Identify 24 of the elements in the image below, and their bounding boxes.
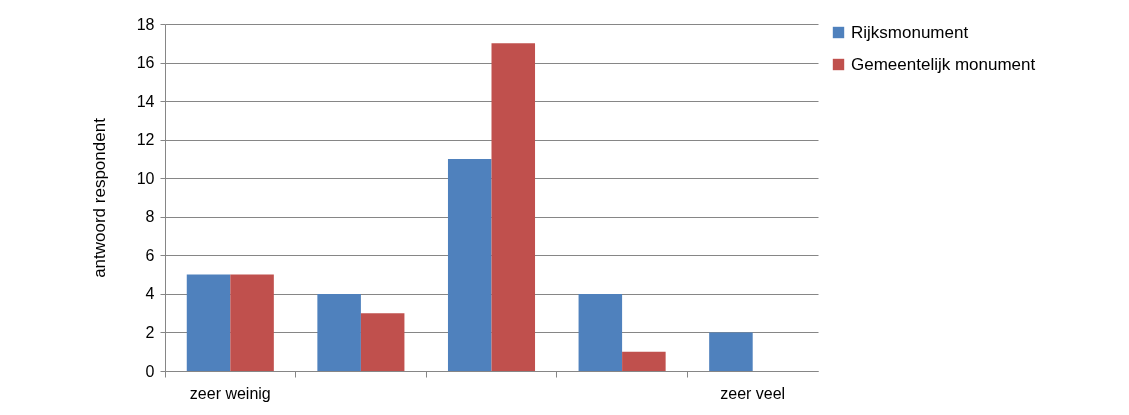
y-tick-label: 10 xyxy=(136,169,155,187)
y-tick-label: 6 xyxy=(145,246,155,264)
bar xyxy=(578,293,623,371)
y-tick-label: 14 xyxy=(136,92,155,110)
y-tick-label: 4 xyxy=(145,285,155,303)
bar xyxy=(491,43,536,371)
x-tick-label: zeer weinig xyxy=(189,384,271,402)
bar xyxy=(447,158,492,371)
y-axis-title: antwoord respondent xyxy=(89,117,109,278)
y-tick-label: 8 xyxy=(145,208,155,226)
bar xyxy=(317,293,361,371)
y-tick-label: 18 xyxy=(136,15,155,33)
x-tick-label: zeer veel xyxy=(720,384,786,402)
legend-label: Gemeentelijk monument xyxy=(851,54,1036,74)
bar xyxy=(360,313,405,371)
y-tick-label: 2 xyxy=(145,323,155,341)
y-tick-label: 0 xyxy=(145,362,155,380)
bar xyxy=(186,274,231,371)
y-tick-label: 16 xyxy=(136,54,155,72)
legend-label: Rijksmonument xyxy=(851,22,969,42)
y-tick-label: 12 xyxy=(136,131,155,149)
bar xyxy=(230,274,274,371)
bar xyxy=(709,332,753,371)
bar xyxy=(622,351,666,371)
